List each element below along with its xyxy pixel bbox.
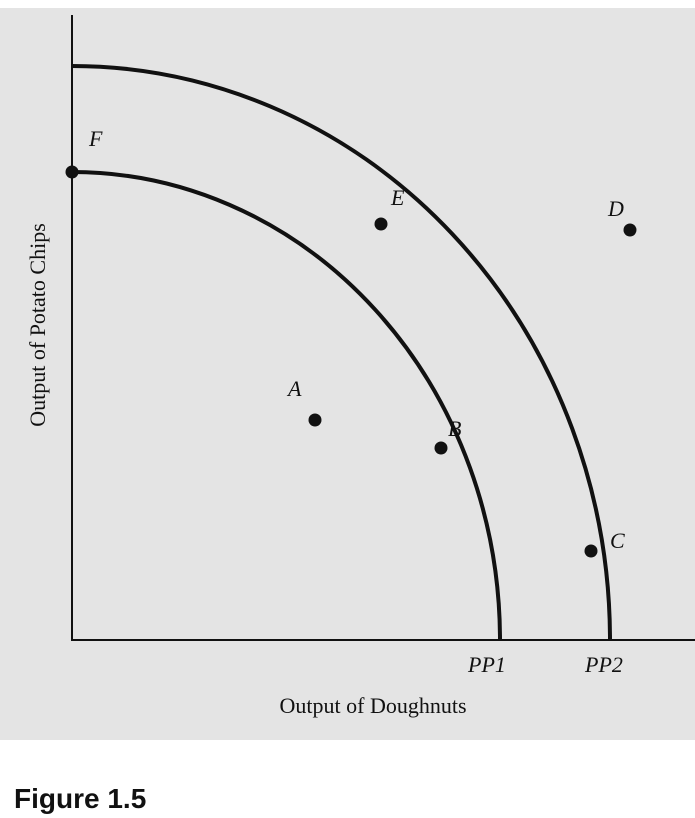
curve-pp1 <box>71 170 502 641</box>
point-label: A <box>286 376 302 401</box>
point-b <box>434 441 448 455</box>
point-label: E <box>390 185 405 210</box>
curve-pp2 <box>71 64 612 641</box>
curve-label: PP1 <box>467 652 506 677</box>
point-label: C <box>610 528 625 553</box>
curve-label: PP2 <box>584 652 623 677</box>
panel <box>0 8 695 740</box>
y-axis-title: Output of Potato Chips <box>25 223 50 427</box>
point-label: F <box>88 126 103 151</box>
x-axis-title: Output of Doughnuts <box>280 693 467 718</box>
point-e <box>374 217 388 231</box>
point-c <box>584 544 598 558</box>
point-label: B <box>448 416 461 441</box>
point-d <box>623 223 637 237</box>
point-label: D <box>607 196 624 221</box>
caption: Figure 1.5 <box>14 783 146 814</box>
point-a <box>308 413 322 427</box>
point-f <box>65 165 79 179</box>
